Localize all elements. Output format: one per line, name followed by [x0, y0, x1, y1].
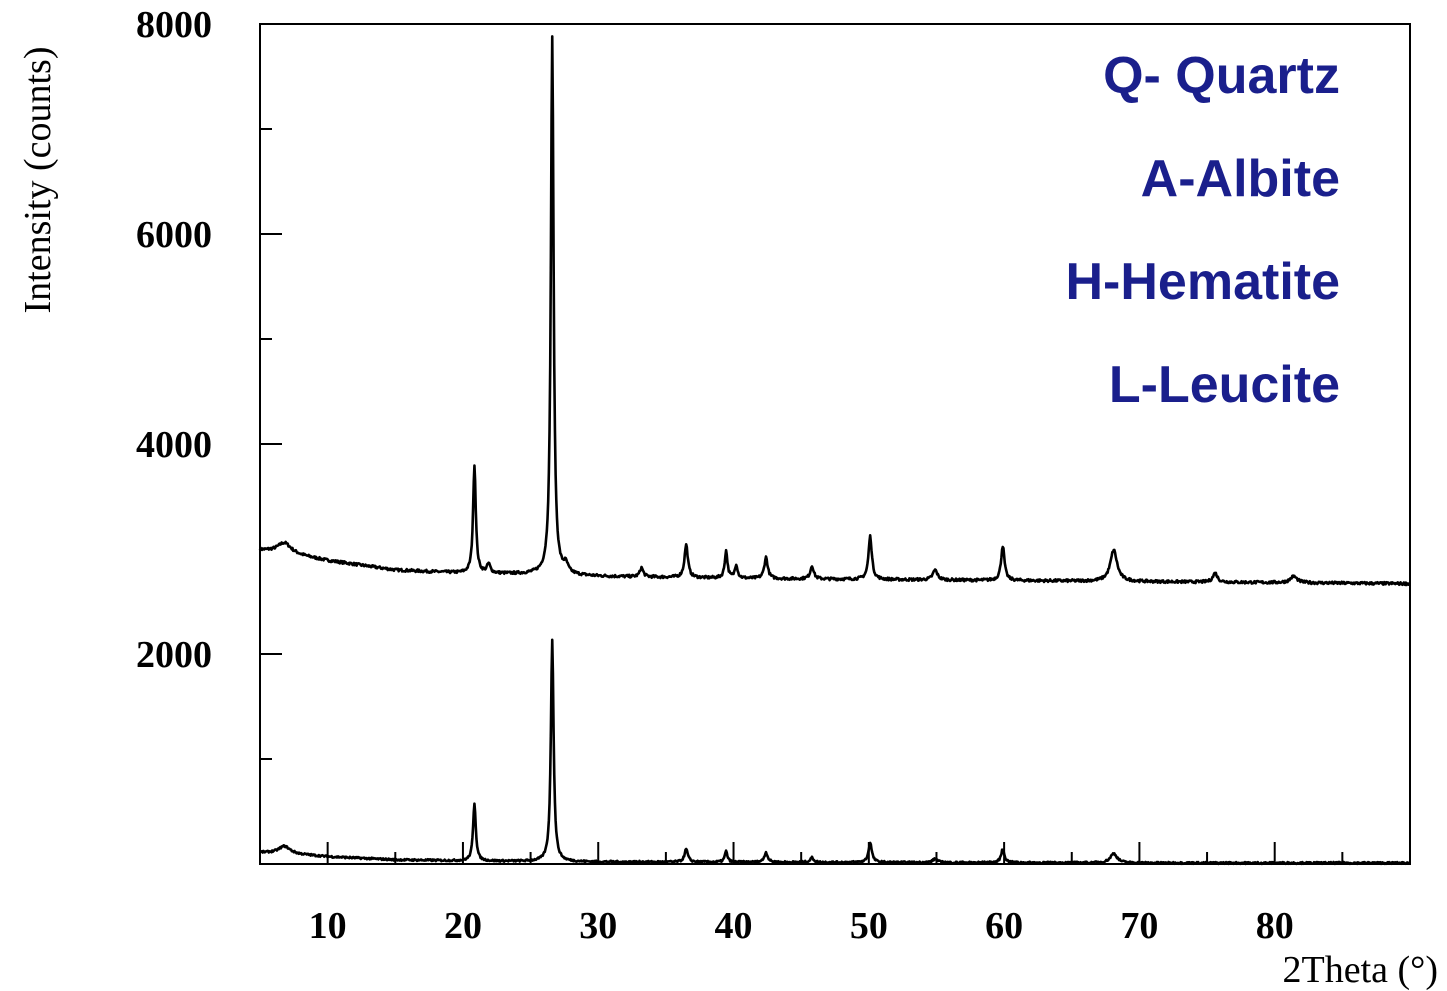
- x-tick-label-60: 60: [985, 905, 1023, 947]
- phase-label-4: L-Leucite: [1109, 356, 1340, 414]
- x-tick-label-30: 30: [579, 905, 617, 947]
- phase-label-3: H-Hematite: [1066, 253, 1341, 311]
- x-tick-label-10: 10: [309, 905, 347, 947]
- y-axis: 2000 4000 6000 8000: [136, 4, 282, 760]
- xrd-pattern-1: [258, 35, 1411, 587]
- phase-legend: Q- Quartz A-Albite H-Hematite L-Leucite: [1066, 47, 1341, 414]
- y-axis-title: Intensity (counts): [17, 46, 59, 313]
- y-tick-label-8000: 8000: [136, 4, 212, 46]
- x-tick-label-50: 50: [850, 905, 888, 947]
- y-tick-label-2000: 2000: [136, 634, 212, 676]
- x-axis: 10 20 30 40 50 60 70 80: [309, 842, 1344, 947]
- phase-label-2: A-Albite: [1141, 150, 1340, 208]
- y-tick-label-6000: 6000: [136, 214, 212, 256]
- x-tick-label-70: 70: [1120, 905, 1158, 947]
- x-axis-title: 2Theta (°): [1282, 949, 1438, 991]
- series-layer: [258, 35, 1411, 866]
- x-tick-label-40: 40: [715, 905, 753, 947]
- x-tick-label-80: 80: [1256, 905, 1294, 947]
- x-tick-label-20: 20: [444, 905, 482, 947]
- xrd-pattern-2: [258, 638, 1411, 866]
- y-tick-label-4000: 4000: [136, 424, 212, 466]
- phase-label-1: Q- Quartz: [1103, 47, 1340, 105]
